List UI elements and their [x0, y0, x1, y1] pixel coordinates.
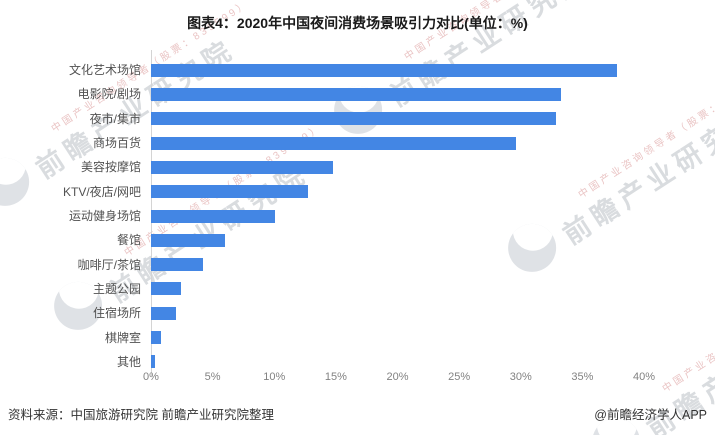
bar	[151, 136, 516, 150]
bar-track	[151, 160, 644, 174]
x-axis-tick-label: 25%	[448, 371, 471, 383]
x-axis-tick-label: 20%	[386, 371, 409, 383]
bar-row: 棋牌室	[0, 325, 700, 349]
bar-track	[151, 258, 644, 272]
chart-title: 图表4：2020年中国夜间消费场景吸引力对比(单位：%)	[187, 15, 528, 31]
bar-row: 住宿场所	[0, 301, 700, 325]
bar-row: 其他	[0, 350, 700, 374]
category-label: 其他	[116, 354, 141, 369]
category-label: 商场百货	[92, 136, 141, 151]
bar	[151, 112, 557, 126]
category-label: 夜市/集市	[89, 111, 141, 126]
bar-track	[151, 63, 644, 77]
bar-row: KTV/夜店/网吧	[0, 180, 700, 204]
bar	[151, 233, 225, 247]
category-label: 棋牌室	[104, 330, 141, 345]
bar-track	[151, 209, 644, 223]
x-axis-tick-label: 15%	[324, 371, 347, 383]
bar	[151, 87, 562, 101]
category-label: 文化艺术场馆	[68, 63, 141, 78]
bar	[151, 331, 161, 345]
category-label: 主题公园	[92, 281, 141, 296]
bar-row: 运动健身场馆	[0, 204, 700, 228]
bar	[151, 160, 334, 174]
category-label: 美容按摩馆	[80, 160, 141, 175]
x-axis-tick-label: 5%	[204, 371, 221, 383]
bar	[151, 306, 176, 320]
x-axis: 0% 5% 10% 15% 20% 25% 30% 35% 40%	[143, 371, 655, 387]
bar	[151, 185, 308, 199]
category-label: 咖啡厅/茶馆	[77, 257, 141, 272]
bar	[151, 63, 617, 77]
bar-row: 主题公园	[0, 277, 700, 301]
bar-track	[151, 233, 644, 247]
category-label: KTV/夜店/网吧	[62, 184, 141, 199]
bar-row: 文化艺术场馆	[0, 58, 700, 82]
chart-footer: 资料来源：中国旅游研究院 前瞻产业研究院整理 @前瞻经济学人APP	[0, 404, 715, 423]
bar-row: 美容按摩馆	[0, 155, 700, 179]
category-label: 运动健身场馆	[68, 209, 141, 224]
x-axis-tick-label: 40%	[632, 371, 656, 383]
bar-row: 餐馆	[0, 228, 700, 252]
x-axis-tick-label: 35%	[571, 371, 594, 383]
bar-row: 夜市/集市	[0, 107, 700, 131]
bar-track	[151, 331, 644, 345]
bar	[151, 258, 203, 272]
bar	[151, 355, 155, 369]
bar-track	[151, 185, 644, 199]
category-label: 电影院/剧场	[77, 87, 141, 102]
x-axis-tick-label: 30%	[509, 371, 532, 383]
bar-track	[151, 282, 644, 296]
category-label: 餐馆	[116, 233, 141, 248]
source-note: 资料来源：中国旅游研究院 前瞻产业研究院整理	[8, 408, 274, 422]
x-axis-tick-label: 10%	[263, 371, 286, 383]
category-label: 住宿场所	[92, 306, 141, 321]
bar-rows: 文化艺术场馆电影院/剧场夜市/集市商场百货美容按摩馆 KTV/夜店/网吧 运动健身场…	[0, 58, 700, 374]
bar-row: 咖啡厅/茶馆	[0, 253, 700, 277]
x-axis-tick-label: 0%	[143, 371, 159, 383]
bar-track	[151, 136, 644, 150]
bar-row: 商场百货	[0, 131, 700, 155]
app-credit: @前瞻经济学人APP	[594, 408, 707, 422]
bar-row: 电影院/剧场	[0, 82, 700, 106]
bar-track	[151, 112, 644, 126]
bar-track	[151, 355, 644, 369]
bar-track	[151, 306, 644, 320]
bar	[151, 209, 276, 223]
bar-track	[151, 87, 644, 101]
bar	[151, 282, 181, 296]
